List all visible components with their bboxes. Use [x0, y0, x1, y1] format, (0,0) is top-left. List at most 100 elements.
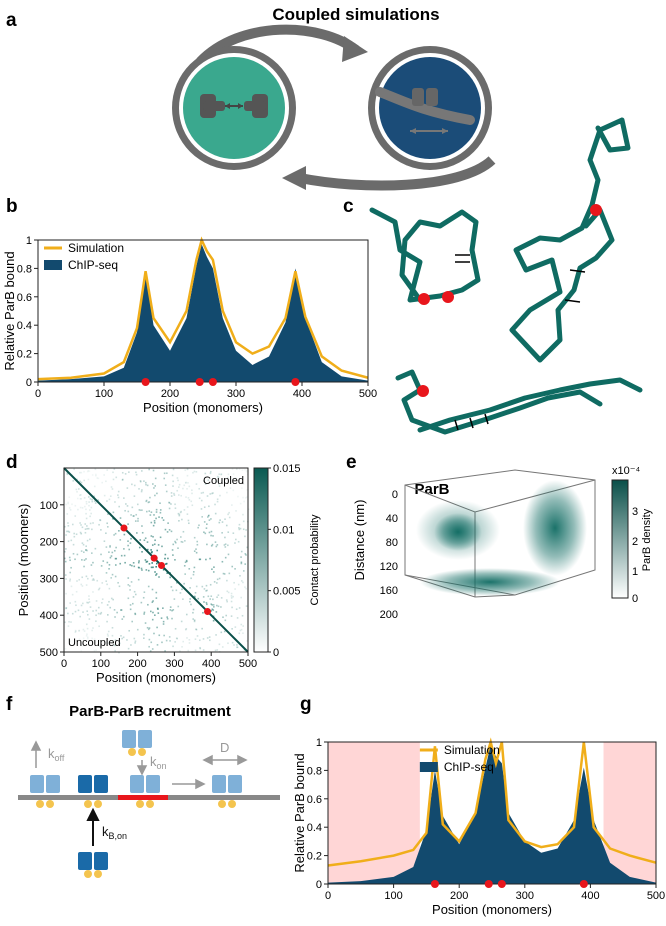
- contact-pixel: [71, 593, 74, 596]
- contact-pixel: [214, 503, 216, 506]
- contact-pixel: [228, 572, 231, 575]
- contact-pixel: [238, 527, 240, 529]
- contact-pixel: [222, 572, 225, 575]
- contact-pixel: [204, 532, 207, 535]
- contact-pixel: [99, 613, 102, 615]
- x-tick-label: 400: [581, 890, 599, 902]
- contact-pixel: [127, 577, 130, 579]
- contact-pixel: [209, 470, 212, 473]
- contact-pixel: [197, 526, 199, 529]
- contact-pixel: [212, 492, 214, 494]
- contact-pixel: [185, 613, 188, 616]
- contact-pixel: [150, 511, 153, 514]
- contact-pixel: [140, 490, 143, 493]
- contact-pixel: [130, 644, 132, 646]
- contact-pixel: [174, 540, 176, 543]
- contact-pixel: [85, 500, 88, 503]
- contact-pixel: [87, 636, 89, 639]
- contact-pixel: [186, 506, 189, 508]
- contact-pixel: [82, 602, 84, 605]
- contact-pixel: [186, 513, 189, 515]
- contact-pixel: [184, 573, 186, 575]
- y-tick-label: 0: [26, 377, 32, 389]
- contact-pixel: [166, 616, 168, 618]
- contact-pixel: [220, 597, 223, 599]
- contact-pixel: [86, 637, 89, 640]
- contact-pixel: [168, 636, 171, 638]
- contact-pixel: [106, 469, 109, 471]
- contact-pixel: [231, 606, 233, 609]
- parb-dimer-free-top-icon: [122, 730, 152, 756]
- contact-pixel: [201, 585, 204, 588]
- contact-pixel: [106, 620, 108, 623]
- contact-pixel: [148, 510, 151, 512]
- contact-pixel: [187, 497, 190, 499]
- contact-pixel: [207, 479, 210, 481]
- contact-pixel: [231, 504, 233, 506]
- contact-pixel: [237, 495, 239, 498]
- contact-pixel: [243, 500, 245, 503]
- contact-pixel: [152, 566, 154, 569]
- contact-pixel: [83, 559, 86, 561]
- contact-pixel: [100, 611, 103, 614]
- contact-pixel: [68, 531, 71, 533]
- contact-pixel: [97, 499, 99, 501]
- contact-pixel: [113, 609, 116, 611]
- contact-pixel: [186, 560, 188, 563]
- contact-pixel: [140, 567, 143, 570]
- parb-unbinding-icon: [30, 775, 60, 808]
- contact-pixel: [242, 625, 244, 627]
- contact-pixel: [168, 529, 171, 531]
- contact-pixel: [174, 627, 177, 630]
- contact-pixel: [137, 566, 140, 569]
- contact-pixel: [232, 473, 235, 475]
- rate-koff-sub: off: [55, 753, 65, 763]
- x-tick-label: 300: [227, 388, 245, 400]
- contact-pixel: [124, 473, 127, 475]
- contact-pixel: [169, 576, 172, 579]
- contact-pixel: [155, 511, 158, 513]
- contact-pixel: [141, 470, 143, 472]
- contact-pixel: [86, 470, 89, 473]
- contact-pixel: [80, 524, 82, 526]
- contact-pixel: [102, 560, 105, 562]
- contact-pixel: [65, 607, 67, 610]
- contact-pixel: [81, 576, 84, 579]
- contact-pixel: [212, 604, 215, 606]
- contact-pixel: [245, 554, 247, 556]
- contact-pixel: [240, 623, 243, 626]
- contact-pixel: [67, 625, 70, 627]
- contact-pixel: [200, 508, 203, 510]
- contact-pixel: [111, 551, 114, 554]
- contact-pixel: [93, 495, 95, 498]
- y-tick-label: 0.4: [307, 822, 322, 834]
- contact-pixel: [212, 619, 215, 622]
- contact-pixel: [98, 625, 100, 628]
- contact-pixel: [114, 532, 117, 535]
- rate-D: D: [220, 740, 229, 755]
- contact-pixel: [110, 555, 113, 557]
- contact-pixel: [214, 541, 217, 543]
- contact-pixel: [114, 564, 117, 566]
- contact-pixel: [216, 500, 219, 503]
- contact-pixel: [192, 618, 195, 620]
- contact-pixel: [245, 587, 247, 590]
- contact-pixel: [118, 530, 120, 532]
- contact-pixel: [82, 551, 85, 554]
- contact-pixel: [227, 553, 230, 556]
- contact-pixel: [201, 516, 203, 518]
- parS-site-marker: [195, 378, 204, 386]
- polymer-config-1: [369, 207, 481, 303]
- contact-pixel: [69, 602, 71, 604]
- contact-pixel: [206, 516, 209, 518]
- contact-pixel: [198, 487, 201, 490]
- svg-text:kB,on: kB,on: [102, 824, 127, 841]
- contact-pixel: [172, 554, 174, 556]
- contact-pixel: [239, 629, 242, 632]
- contact-pixel: [71, 503, 73, 506]
- parS-site-marker: [158, 562, 166, 570]
- shaded-region: [603, 742, 656, 884]
- contact-pixel: [85, 548, 87, 551]
- contact-pixel: [121, 479, 124, 481]
- contact-pixel: [77, 508, 79, 511]
